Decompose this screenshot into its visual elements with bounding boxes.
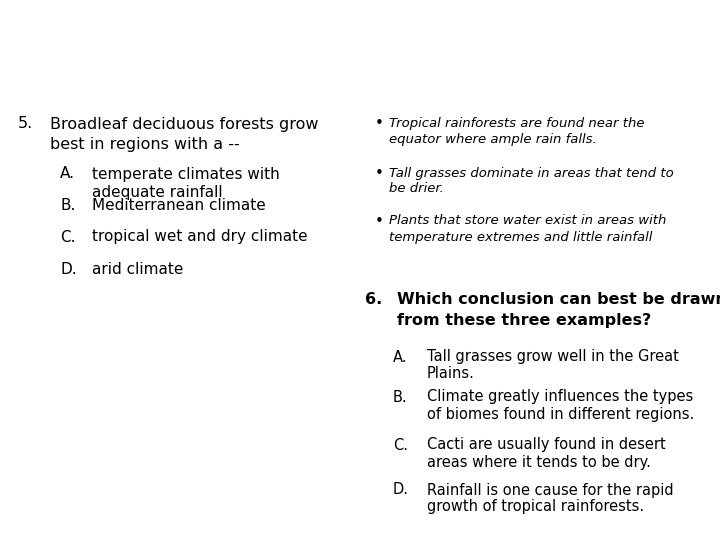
Text: Mediterranean climate: Mediterranean climate — [92, 198, 266, 213]
Text: C.: C. — [393, 437, 408, 453]
Text: D.: D. — [60, 261, 76, 276]
Text: Plants that store water exist in areas with: Plants that store water exist in areas w… — [389, 214, 667, 227]
Text: A.: A. — [60, 166, 75, 181]
Text: •: • — [375, 166, 384, 181]
Text: •: • — [375, 117, 384, 132]
Text: Tall grasses dominate in areas that tend to: Tall grasses dominate in areas that tend… — [389, 166, 674, 179]
Text: tropical wet and dry climate: tropical wet and dry climate — [92, 230, 307, 245]
Text: A.: A. — [393, 349, 408, 364]
Text: growth of tropical rainforests.: growth of tropical rainforests. — [427, 500, 644, 515]
Text: of biomes found in different regions.: of biomes found in different regions. — [427, 407, 694, 422]
Text: C.: C. — [60, 230, 76, 245]
Text: D.: D. — [393, 483, 409, 497]
Text: Rainfall is one cause for the rapid: Rainfall is one cause for the rapid — [427, 483, 674, 497]
Text: temperature extremes and little rainfall: temperature extremes and little rainfall — [389, 231, 652, 244]
Text: temperate climates with: temperate climates with — [92, 166, 280, 181]
Text: Cacti are usually found in desert: Cacti are usually found in desert — [427, 437, 666, 453]
Text: best in regions with a --: best in regions with a -- — [50, 137, 240, 152]
Text: Tall grasses grow well in the Great: Tall grasses grow well in the Great — [427, 349, 679, 364]
Text: Climate greatly influences the types: Climate greatly influences the types — [427, 389, 693, 404]
Text: equator where ample rain falls.: equator where ample rain falls. — [389, 132, 597, 145]
Text: 6.: 6. — [365, 293, 382, 307]
Text: Plains.: Plains. — [427, 367, 475, 381]
Text: arid climate: arid climate — [92, 261, 184, 276]
Text: B.: B. — [60, 198, 76, 213]
Text: adequate rainfall: adequate rainfall — [92, 185, 222, 199]
Text: be drier.: be drier. — [389, 183, 444, 195]
Text: B.: B. — [393, 389, 408, 404]
Text: regions.: regions. — [13, 60, 83, 76]
Text: Tropical rainforests are found near the: Tropical rainforests are found near the — [389, 117, 644, 130]
Text: from these three examples?: from these three examples? — [397, 313, 652, 327]
Text: 4(C): Explain the influence of climate on the distribution of biomes in differen: 4(C): Explain the influence of climate o… — [13, 19, 689, 34]
Text: areas where it tends to be dry.: areas where it tends to be dry. — [427, 455, 651, 469]
Text: •: • — [375, 214, 384, 230]
Text: Broadleaf deciduous forests grow: Broadleaf deciduous forests grow — [50, 117, 318, 132]
Text: 5.: 5. — [18, 117, 33, 132]
Text: Which conclusion can best be drawn: Which conclusion can best be drawn — [397, 293, 720, 307]
